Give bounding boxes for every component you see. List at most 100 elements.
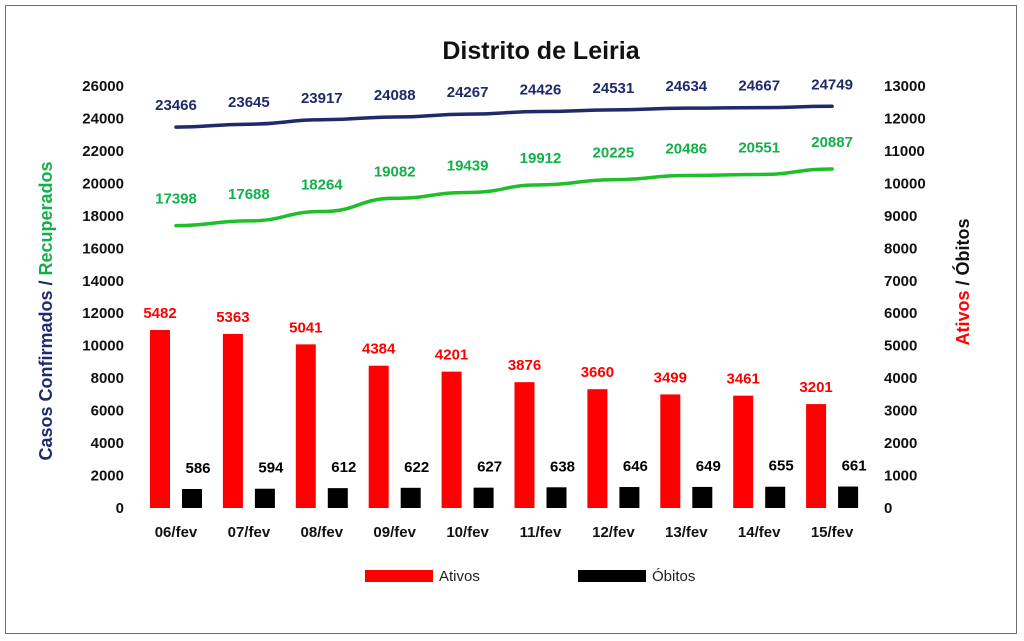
bar-obitos bbox=[182, 488, 202, 508]
data-label-confirmados: 23466 bbox=[155, 97, 197, 114]
category-label: 12/fev bbox=[592, 524, 635, 541]
bar-obitos bbox=[546, 487, 567, 508]
bars bbox=[150, 330, 859, 508]
left-tick-label: 24000 bbox=[82, 110, 124, 127]
right-tick-label: 10000 bbox=[884, 175, 926, 192]
bar-ativos bbox=[660, 394, 681, 508]
legend-label-obitos: Óbitos bbox=[652, 568, 695, 585]
left-axis-title-recuperados: Recuperados bbox=[36, 161, 56, 275]
category-label: 14/fev bbox=[738, 524, 781, 541]
left-tick-label: 20000 bbox=[82, 175, 124, 192]
data-label-obitos: 646 bbox=[623, 458, 648, 475]
bar-obitos bbox=[838, 486, 859, 508]
data-label-obitos: 627 bbox=[477, 459, 502, 476]
left-tick-label: 2000 bbox=[91, 468, 124, 485]
left-tick-label: 10000 bbox=[82, 338, 124, 355]
right-tick-label: 9000 bbox=[884, 208, 917, 225]
right-tick-label: 8000 bbox=[884, 240, 917, 257]
left-tick-label: 6000 bbox=[91, 403, 124, 420]
category-label: 10/fev bbox=[446, 524, 489, 541]
left-tick-label: 0 bbox=[116, 500, 124, 517]
data-label-recuperados: 19912 bbox=[520, 150, 562, 167]
bar-obitos bbox=[327, 488, 348, 508]
right-tick-label: 12000 bbox=[884, 110, 926, 127]
data-label-confirmados: 24426 bbox=[520, 82, 562, 99]
data-label-obitos: 622 bbox=[404, 459, 429, 476]
right-axis-title-separator: / bbox=[953, 275, 973, 290]
data-label-recuperados: 20486 bbox=[665, 140, 707, 157]
legend: Ativos Óbitos bbox=[365, 568, 695, 585]
line-recuperados bbox=[174, 167, 834, 228]
left-axis-title: Casos Confirmados / Recuperados bbox=[36, 161, 56, 460]
right-tick-label: 2000 bbox=[884, 435, 917, 452]
data-label-ativos: 4201 bbox=[435, 347, 468, 364]
right-tick-label: 7000 bbox=[884, 273, 917, 290]
right-axis-title: Ativos / Óbitos bbox=[952, 218, 973, 345]
right-axis-ticks: 0 1000 2000 3000 4000 5000 6000 7000 8000 9000 100… bbox=[884, 78, 926, 517]
right-tick-label: 1000 bbox=[884, 468, 917, 485]
data-label-recuperados: 20225 bbox=[593, 145, 635, 162]
bar-ativos bbox=[514, 382, 535, 508]
data-label-recuperados: 18264 bbox=[301, 177, 343, 194]
bar-obitos bbox=[400, 487, 421, 508]
left-tick-label: 18000 bbox=[82, 208, 124, 225]
data-label-obitos: 612 bbox=[331, 459, 356, 476]
data-label-confirmados: 24634 bbox=[665, 78, 707, 95]
data-label-recuperados: 19082 bbox=[374, 163, 416, 180]
left-axis-title-confirmados: Casos Confirmados bbox=[36, 291, 56, 461]
data-label-obitos: 661 bbox=[842, 458, 867, 475]
bar-ativos bbox=[368, 365, 389, 508]
category-label: 11/fev bbox=[520, 524, 562, 541]
left-tick-label: 14000 bbox=[82, 273, 124, 290]
data-label-obitos: 586 bbox=[185, 460, 210, 477]
bar-obitos bbox=[619, 487, 640, 508]
legend-label-ativos: Ativos bbox=[439, 568, 480, 585]
left-tick-label: 8000 bbox=[91, 370, 124, 387]
data-label-ativos: 4384 bbox=[362, 341, 396, 358]
bar-ativos bbox=[295, 344, 316, 508]
left-tick-label: 4000 bbox=[91, 435, 124, 452]
data-label-recuperados: 17688 bbox=[228, 186, 270, 203]
data-label-confirmados: 24749 bbox=[811, 76, 853, 93]
chart: Distrito de Leiria 0 2000 4000 6000 8000 1000… bbox=[36, 37, 973, 585]
data-label-ativos: 3660 bbox=[581, 364, 614, 381]
data-label-obitos: 655 bbox=[769, 458, 794, 475]
category-label: 06/fev bbox=[155, 524, 198, 541]
data-label-ativos: 3499 bbox=[654, 369, 687, 386]
right-axis-title-ativos: Ativos bbox=[953, 291, 973, 346]
category-label: 07/fev bbox=[228, 524, 271, 541]
data-label-obitos: 638 bbox=[550, 458, 575, 475]
left-axis-ticks: 0 2000 4000 6000 8000 10000 12000 14000 16000 180… bbox=[82, 78, 124, 517]
data-label-confirmados: 24267 bbox=[447, 84, 489, 101]
bar-obitos bbox=[692, 486, 713, 508]
bar-ativos bbox=[150, 330, 170, 508]
bar-ativos bbox=[587, 389, 608, 508]
data-label-confirmados: 24088 bbox=[374, 87, 416, 104]
bar-obitos bbox=[254, 488, 275, 508]
data-label-confirmados: 24667 bbox=[738, 78, 780, 95]
legend-swatch-obitos bbox=[578, 570, 646, 582]
data-label-ativos: 5041 bbox=[289, 319, 322, 336]
data-label-ativos: 3876 bbox=[508, 357, 541, 374]
bar-obitos bbox=[473, 487, 494, 508]
chart-title: Distrito de Leiria bbox=[442, 37, 640, 65]
data-label-obitos: 649 bbox=[696, 458, 721, 475]
bar-ativos bbox=[733, 395, 754, 508]
left-tick-label: 22000 bbox=[82, 143, 124, 160]
data-label-ativos: 3461 bbox=[727, 371, 760, 388]
lines bbox=[174, 104, 834, 228]
data-label-ativos: 5482 bbox=[143, 305, 176, 322]
left-axis-title-separator: / bbox=[36, 275, 56, 290]
data-label-confirmados: 24531 bbox=[593, 80, 635, 97]
data-label-recuperados: 20551 bbox=[738, 139, 780, 156]
right-tick-label: 0 bbox=[884, 500, 892, 517]
bar-ativos bbox=[441, 371, 462, 508]
left-tick-label: 26000 bbox=[82, 78, 124, 95]
right-tick-label: 3000 bbox=[884, 403, 917, 420]
data-label-ativos: 5363 bbox=[216, 309, 249, 326]
left-tick-label: 16000 bbox=[82, 240, 124, 257]
bar-obitos bbox=[765, 486, 786, 508]
data-labels: 5482 5363 5041 4384 4201 3876 3660 3499 3461 3201… bbox=[143, 76, 866, 477]
bar-ativos bbox=[222, 333, 243, 508]
data-label-recuperados: 17398 bbox=[155, 191, 197, 208]
